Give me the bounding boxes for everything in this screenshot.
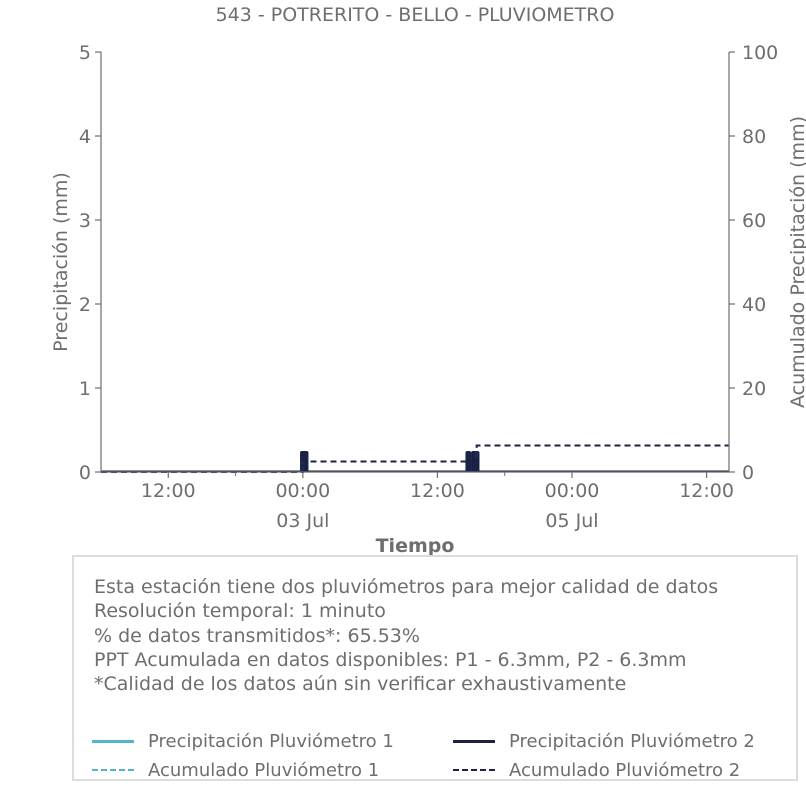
y-left-tick-label: 0 xyxy=(79,462,91,484)
x-tick-label: 12:00 xyxy=(410,480,465,502)
legend-label-precip-p1: Precipitación Pluviómetro 1 xyxy=(148,730,394,752)
chart-title: 543 - POTRERITO - BELLO - PLUVIOMETRO xyxy=(216,4,615,26)
y-axis-right-label: Acumulado Precipitación (mm) xyxy=(787,116,806,408)
accumulated-line xyxy=(101,444,729,473)
info-accumulated-ppt: PPT Acumulada en datos disponibles: P1 -… xyxy=(94,648,687,671)
legend-item-acum-p1: Acumulado Pluviómetro 1 xyxy=(92,758,379,782)
precip-bar xyxy=(473,451,480,472)
y-left-tick-label: 5 xyxy=(79,42,91,64)
x-tick-label: 12:00 xyxy=(141,480,196,502)
legend-item-acum-p2: Acumulado Pluviómetro 2 xyxy=(453,758,740,782)
y-left-tick-label: 4 xyxy=(79,126,91,148)
info-legend-box: Esta estación tiene dos pluviómetros par… xyxy=(72,555,798,781)
x-tick-label: 00:00 xyxy=(545,480,600,502)
legend-label-acum-p2: Acumulado Pluviómetro 2 xyxy=(509,759,741,781)
legend-swatch-precip-p1 xyxy=(92,739,134,743)
legend-item-precip-p2: Precipitación Pluviómetro 2 xyxy=(453,729,755,753)
legend-label-acum-p1: Acumulado Pluviómetro 1 xyxy=(148,759,380,781)
plot-area xyxy=(101,444,729,473)
y-left-tick-label: 2 xyxy=(79,294,91,316)
info-quality-disclaimer: *Calidad de los datos aún sin verificar … xyxy=(94,673,627,696)
legend-item-precip-p1: Precipitación Pluviómetro 1 xyxy=(92,729,394,753)
legend-swatch-acum-p1 xyxy=(92,769,134,771)
axis-ticks: 0 1 2 3 4 5 0 20 40 60 80 100 12:00 00:00 03 Jul 12:00 0… xyxy=(79,42,778,532)
legend-swatch-precip-p2 xyxy=(453,739,495,743)
y-right-tick-label: 100 xyxy=(742,42,778,64)
legend-swatch-acum-p2 xyxy=(453,769,495,771)
y-left-tick-label: 1 xyxy=(79,378,91,400)
x-tick-label: 00:00 xyxy=(275,480,330,502)
x-tick-date-label: 05 Jul xyxy=(545,510,598,532)
station-info: Esta estación tiene dos pluviómetros par… xyxy=(94,575,718,696)
precip-bar xyxy=(465,451,472,472)
info-data-transmitted: % de datos transmitidos*: 65.53% xyxy=(94,624,420,647)
chart: 543 - POTRERITO - BELLO - PLUVIOMETRO 01… xyxy=(50,4,806,557)
y-right-tick-label: 0 xyxy=(742,462,754,484)
y-axis-left-label: Precipitación (mm) xyxy=(50,172,72,352)
y-left-tick-label: 3 xyxy=(79,210,91,232)
x-tick-date-label: 03 Jul xyxy=(276,510,329,532)
accumulated-line xyxy=(101,444,729,473)
y-right-tick-label: 40 xyxy=(742,294,766,316)
info-dual-gauge-note: Esta estación tiene dos pluviómetros par… xyxy=(94,576,719,598)
info-temporal-resolution: Resolución temporal: 1 minuto xyxy=(94,600,386,623)
y-right-tick-label: 60 xyxy=(742,210,766,232)
y-right-tick-label: 80 xyxy=(742,126,766,148)
y-right-tick-label: 20 xyxy=(742,378,766,400)
legend-label-precip-p2: Precipitación Pluviómetro 2 xyxy=(509,730,755,752)
x-axis-label: Tiempo xyxy=(376,535,455,557)
x-tick-label: 12:00 xyxy=(679,480,734,502)
